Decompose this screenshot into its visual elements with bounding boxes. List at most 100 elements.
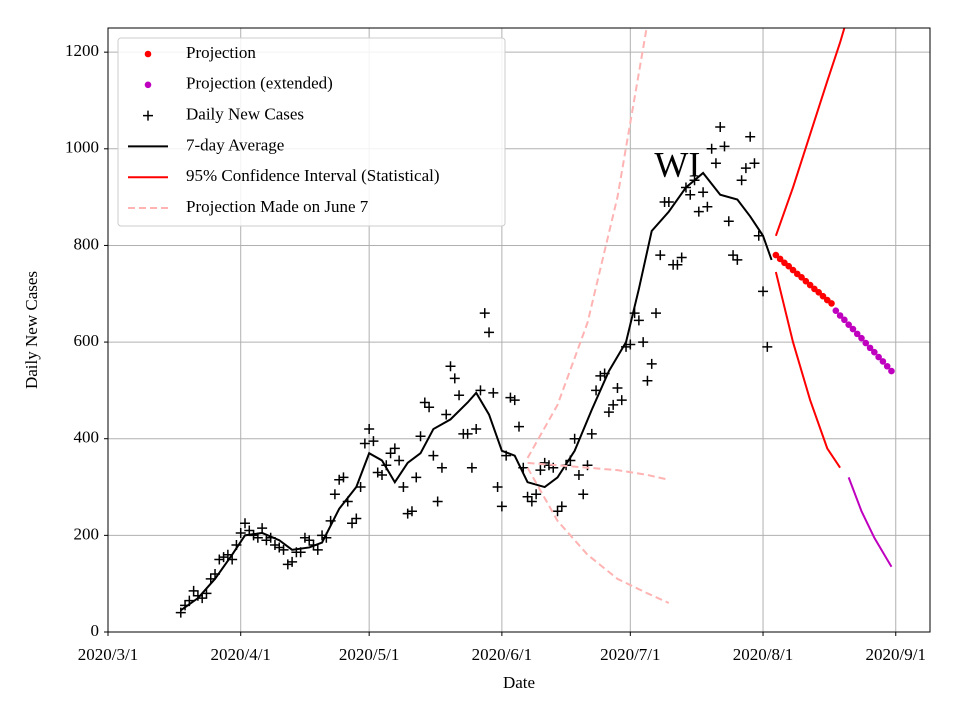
y-tick-label: 0 xyxy=(91,621,100,640)
plus-marker xyxy=(462,428,473,439)
legend-symbol xyxy=(144,50,152,58)
y-tick-label: 400 xyxy=(74,428,100,447)
point xyxy=(858,334,865,342)
plus-marker xyxy=(466,462,477,473)
plus-marker xyxy=(702,201,713,212)
plus-marker xyxy=(710,158,721,169)
plus-marker xyxy=(436,462,447,473)
plus-marker xyxy=(642,375,653,386)
plus-marker xyxy=(372,467,383,478)
plus-marker xyxy=(488,387,499,398)
plus-marker xyxy=(415,431,426,442)
point xyxy=(819,292,827,300)
plus-marker xyxy=(214,554,225,565)
plus-marker xyxy=(312,544,323,555)
point xyxy=(866,344,874,352)
line-upper xyxy=(526,28,648,459)
line-lower xyxy=(774,271,841,469)
plus-marker xyxy=(651,308,661,319)
x-tick-label: 2020/7/1 xyxy=(600,645,660,664)
plus-marker xyxy=(728,250,739,261)
plus-marker xyxy=(406,506,417,517)
plus-marker xyxy=(663,196,674,207)
plus-marker xyxy=(389,443,400,454)
plus-marker xyxy=(509,395,520,406)
plus-marker xyxy=(218,552,229,563)
point xyxy=(871,348,878,356)
plus-marker xyxy=(377,469,387,480)
plus-marker xyxy=(706,143,717,154)
plus-marker xyxy=(402,508,413,519)
y-tick-label: 200 xyxy=(74,524,100,543)
plus-marker xyxy=(723,216,734,227)
plus-marker xyxy=(740,163,751,174)
plus-marker xyxy=(235,527,246,538)
plus-marker xyxy=(347,518,358,529)
legend-label: Daily New Cases xyxy=(186,105,304,124)
plus-marker xyxy=(398,482,409,493)
plus-marker xyxy=(693,206,704,217)
plus-marker xyxy=(368,436,379,447)
plus-marker xyxy=(522,491,533,502)
x-tick-label: 2020/8/1 xyxy=(733,645,793,664)
plus-marker xyxy=(492,482,503,493)
plus-marker xyxy=(385,448,396,459)
plus-marker xyxy=(552,506,563,517)
point xyxy=(853,330,861,338)
plus-marker xyxy=(278,544,289,555)
plus-marker xyxy=(745,131,756,142)
plus-marker xyxy=(505,392,516,403)
plus-marker xyxy=(484,327,495,338)
point xyxy=(845,321,852,328)
plus-marker xyxy=(582,460,593,471)
plus-marker xyxy=(556,501,567,512)
plus-marker xyxy=(299,532,310,543)
plus-marker xyxy=(475,385,486,396)
plus-marker xyxy=(655,250,666,261)
point xyxy=(841,316,848,324)
plus-marker xyxy=(573,469,584,480)
legend-label: 7-day Average xyxy=(186,135,284,154)
plus-marker xyxy=(334,474,345,485)
plus-marker xyxy=(454,390,465,401)
x-tick-label: 2020/5/1 xyxy=(339,645,399,664)
x-tick-label: 2020/6/1 xyxy=(472,645,532,664)
y-tick-label: 800 xyxy=(74,234,100,253)
plus-marker xyxy=(715,122,726,133)
line-upper xyxy=(774,28,846,237)
plus-marker xyxy=(646,358,657,369)
plus-marker xyxy=(479,308,490,319)
plus-marker xyxy=(762,341,773,352)
plus-marker xyxy=(269,540,280,551)
plus-marker xyxy=(603,407,614,418)
plus-marker xyxy=(685,189,696,200)
plus-marker xyxy=(394,455,405,466)
plus-marker xyxy=(531,489,542,500)
x-tick-label: 2020/3/1 xyxy=(78,645,138,664)
legend-label: 95% Confidence Interval (Statistical) xyxy=(186,166,440,185)
point xyxy=(815,289,822,296)
point xyxy=(806,281,814,289)
plus-marker xyxy=(732,254,743,265)
legend-box xyxy=(117,37,506,227)
plus-marker xyxy=(240,518,250,529)
point xyxy=(802,277,810,285)
plus-marker xyxy=(257,523,268,534)
plus-marker xyxy=(282,559,293,570)
plus-marker xyxy=(514,421,524,432)
y-tick-label: 600 xyxy=(74,331,100,350)
plus-marker xyxy=(719,141,730,152)
plus-marker xyxy=(329,489,340,500)
point xyxy=(862,339,870,347)
plus-marker xyxy=(364,424,375,435)
point xyxy=(772,251,780,259)
line-values xyxy=(180,171,773,612)
legend: Projection Projection (extended) Daily New… xyxy=(117,37,506,227)
plus-marker xyxy=(672,259,683,270)
plus-marker xyxy=(338,472,349,483)
point xyxy=(879,358,887,365)
x-axis-label: Date xyxy=(503,673,535,692)
x-tick-label: 2020/9/1 xyxy=(866,645,926,664)
